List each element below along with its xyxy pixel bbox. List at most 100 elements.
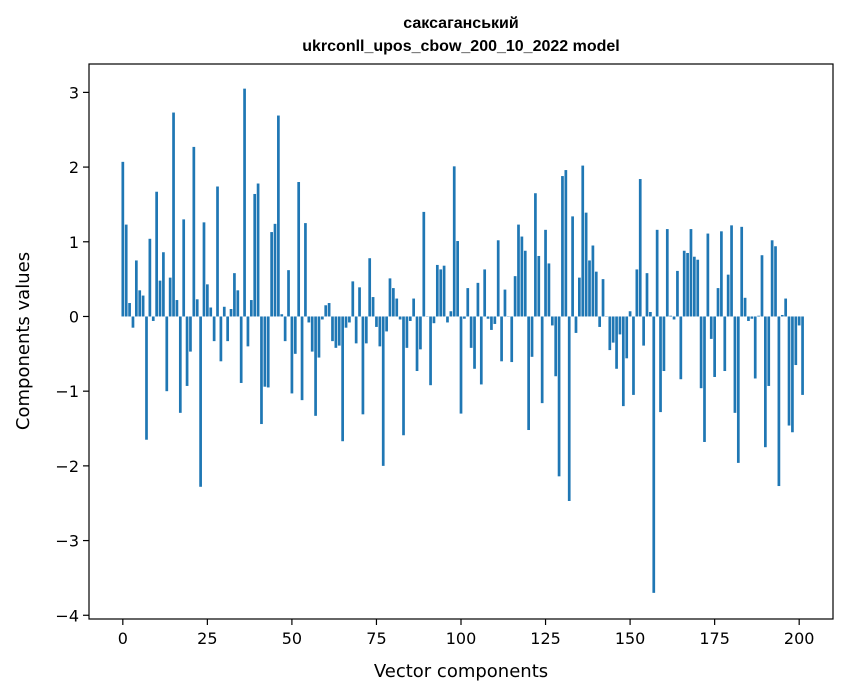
bar: [395, 298, 399, 317]
bar: [300, 316, 304, 401]
bar: [561, 176, 564, 317]
bar: [222, 306, 226, 317]
bar: [212, 316, 216, 342]
bar: [540, 316, 544, 404]
bar: [794, 316, 798, 366]
x-tick-label: 100: [446, 629, 477, 648]
bar: [175, 300, 179, 317]
bar: [706, 233, 710, 317]
bar: [310, 316, 314, 352]
x-tick-label: 25: [197, 629, 217, 648]
bar: [638, 179, 642, 317]
bar: [537, 255, 541, 317]
bar: [307, 316, 311, 323]
bar: [490, 316, 493, 330]
bar: [791, 316, 794, 433]
y-tick-label: −2: [55, 457, 79, 476]
bar: [601, 279, 605, 317]
bar: [764, 316, 767, 448]
bar: [239, 316, 243, 383]
bar: [588, 260, 591, 317]
bar: [632, 316, 635, 395]
bar: [189, 316, 192, 352]
bar: [503, 289, 507, 317]
bar: [151, 316, 155, 321]
x-axis-label: Vector components: [374, 661, 548, 682]
bar: [162, 252, 165, 317]
bar: [364, 316, 368, 344]
bar: [581, 165, 585, 317]
bar: [659, 316, 662, 413]
bar: [787, 316, 791, 426]
bar: [266, 316, 270, 388]
bar: [158, 280, 162, 317]
bar: [412, 298, 416, 317]
bar: [696, 259, 700, 317]
bar: [486, 316, 490, 319]
bar: [473, 316, 476, 369]
bar: [243, 88, 246, 317]
bar: [635, 269, 639, 317]
bar: [442, 265, 446, 317]
bar: [642, 316, 645, 346]
bar: [145, 316, 148, 440]
bar: [699, 316, 703, 389]
bar: [672, 316, 676, 320]
bar: [618, 316, 622, 335]
x-tick-label: 175: [699, 629, 730, 648]
bar: [290, 316, 294, 394]
plot-frame: [88, 63, 834, 620]
bar: [172, 112, 175, 317]
chart-title-line-1: саксаганський: [403, 15, 518, 32]
bar: [517, 224, 520, 317]
bar: [466, 288, 470, 317]
bar: [368, 258, 372, 317]
x-tick-label: 200: [784, 629, 815, 648]
bar: [547, 263, 551, 317]
bar: [219, 316, 223, 362]
bar: [327, 303, 331, 317]
bar: [463, 316, 466, 319]
x-axis-ticks: 0 25 50 75 100 125 150 175 200: [118, 619, 815, 648]
bar: [753, 316, 757, 379]
bar: [141, 295, 145, 317]
bar: [479, 316, 483, 385]
bar: [662, 316, 666, 372]
chart-title-line-2: ukrconll_upos_cbow_200_10_2022 model: [302, 38, 619, 55]
bar: [138, 290, 142, 317]
bar: [682, 250, 686, 317]
y-tick-label: 2: [69, 158, 79, 177]
bar: [432, 316, 436, 324]
bar: [523, 250, 527, 317]
bar: [686, 252, 689, 317]
bar: [124, 224, 128, 317]
bar: [520, 236, 524, 317]
x-tick-label: 50: [282, 629, 302, 648]
bar: [439, 269, 443, 317]
bar: [550, 316, 554, 326]
bar: [611, 316, 615, 343]
bar: [381, 316, 385, 466]
bar: [277, 115, 280, 317]
bar: [354, 316, 358, 344]
bar: [676, 270, 679, 317]
bar: [178, 316, 182, 413]
bar: [446, 316, 449, 323]
bar: [371, 297, 375, 317]
bar: [500, 316, 503, 362]
bar: [598, 316, 602, 327]
bar: [628, 311, 632, 317]
bar: [665, 229, 669, 317]
bar: [740, 226, 744, 317]
bar: [168, 277, 172, 317]
bar: [621, 316, 625, 407]
bar: [645, 273, 649, 317]
bar: [304, 223, 307, 317]
bar: [709, 316, 713, 339]
bar: [358, 287, 361, 317]
bar: [733, 316, 737, 413]
bar: [206, 284, 209, 317]
bar: [757, 315, 760, 317]
bar: [128, 303, 131, 317]
y-tick-label: −1: [55, 382, 79, 401]
